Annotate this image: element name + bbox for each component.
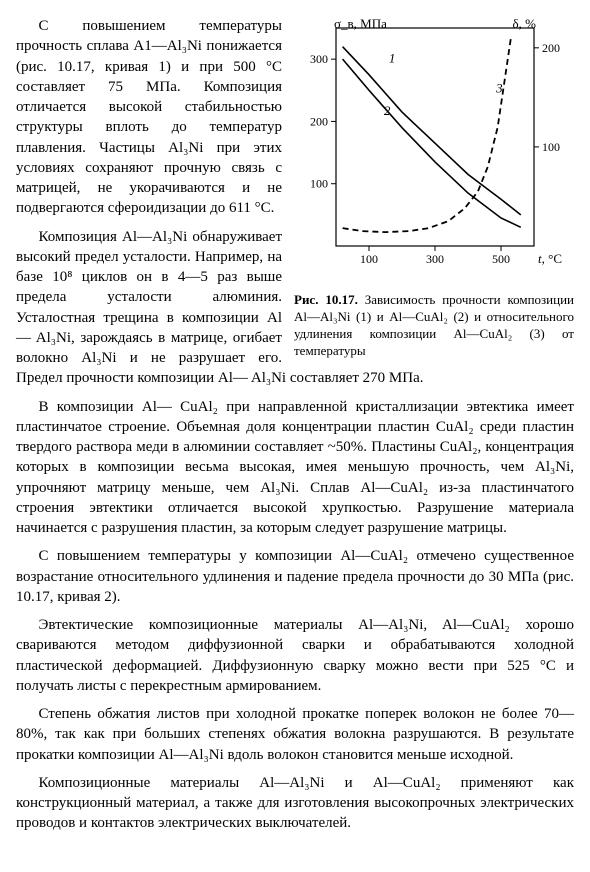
svg-text:100: 100 [542,140,560,154]
figure-caption: Рис. 10.17. Зависимость прочности композ… [294,292,574,360]
svg-text:σ_в, МПа: σ_в, МПа [334,16,387,31]
svg-text:500: 500 [492,252,510,266]
svg-text:300: 300 [310,52,328,66]
paragraph-5: Эвтектические композиционные материалы A… [16,615,574,696]
figure-block: 100 300 500 100 200 300 100 200 σ_в, МПа δ, % t, °… [294,16,574,360]
svg-text:200: 200 [542,41,560,55]
svg-text:200: 200 [310,114,328,128]
svg-text:100: 100 [360,252,378,266]
chart: 100 300 500 100 200 300 100 200 σ_в, МПа δ, % t, °… [294,16,574,286]
paragraph-3: В композиции Al— CuAl₂ при направленной … [16,397,574,539]
paragraph-7: Композиционные материалы Al—Al₃Ni и Al—C… [16,773,574,834]
paragraph-6: Степень обжатия листов при холодной прок… [16,704,574,765]
svg-text:3: 3 [495,80,503,95]
svg-text:δ, %: δ, % [513,16,537,31]
svg-text:2: 2 [384,103,391,118]
svg-text:t, °C: t, °C [538,251,562,266]
paragraph-4: С повышением температуры у композиции Al… [16,546,574,607]
svg-text:1: 1 [389,50,396,65]
svg-text:100: 100 [310,177,328,191]
svg-text:300: 300 [426,252,444,266]
caption-label: Рис. 10.17. [294,292,358,307]
